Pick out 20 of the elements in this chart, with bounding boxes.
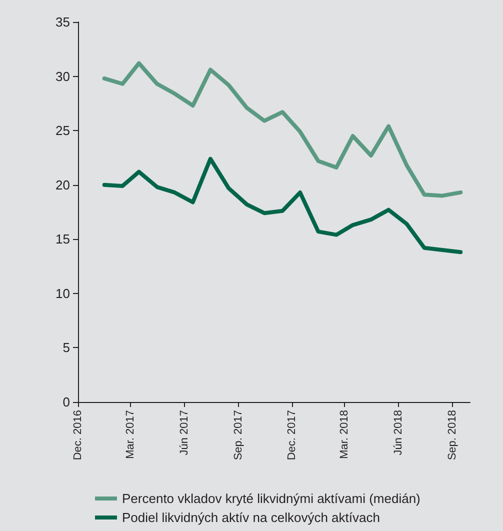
y-tick-label: 5 (62, 340, 70, 356)
y-tick-label: 20 (56, 177, 70, 192)
y-tick-label: 15 (56, 232, 70, 247)
x-tick-label: Sep. 2017 (232, 410, 245, 460)
y-tick-label: 30 (56, 68, 70, 84)
y-tick-label: 25 (56, 123, 70, 138)
x-tick-label: Dec. 2016 (72, 410, 84, 460)
x-tick-label: Mar. 2017 (124, 410, 137, 459)
legend-label: Podiel likvidných aktív na celkových aktívach (122, 510, 380, 525)
y-tick-label: 0 (62, 394, 70, 410)
legend-label: Percento vkladov kryté likvidnými aktívami (medián) (122, 491, 420, 506)
line-series (102, 156, 463, 254)
x-tick-label: Dec. 2017 (286, 410, 298, 460)
x-tick-label: Jún 2017 (178, 410, 191, 456)
line-series (102, 61, 463, 198)
y-tick-label: 10 (56, 286, 70, 301)
x-tick-label: Jún 2018 (392, 410, 405, 456)
y-tick-label: 35 (56, 14, 70, 30)
x-tick-label: Mar. 2018 (338, 410, 351, 459)
x-tick-label: Sep. 2018 (446, 410, 458, 460)
